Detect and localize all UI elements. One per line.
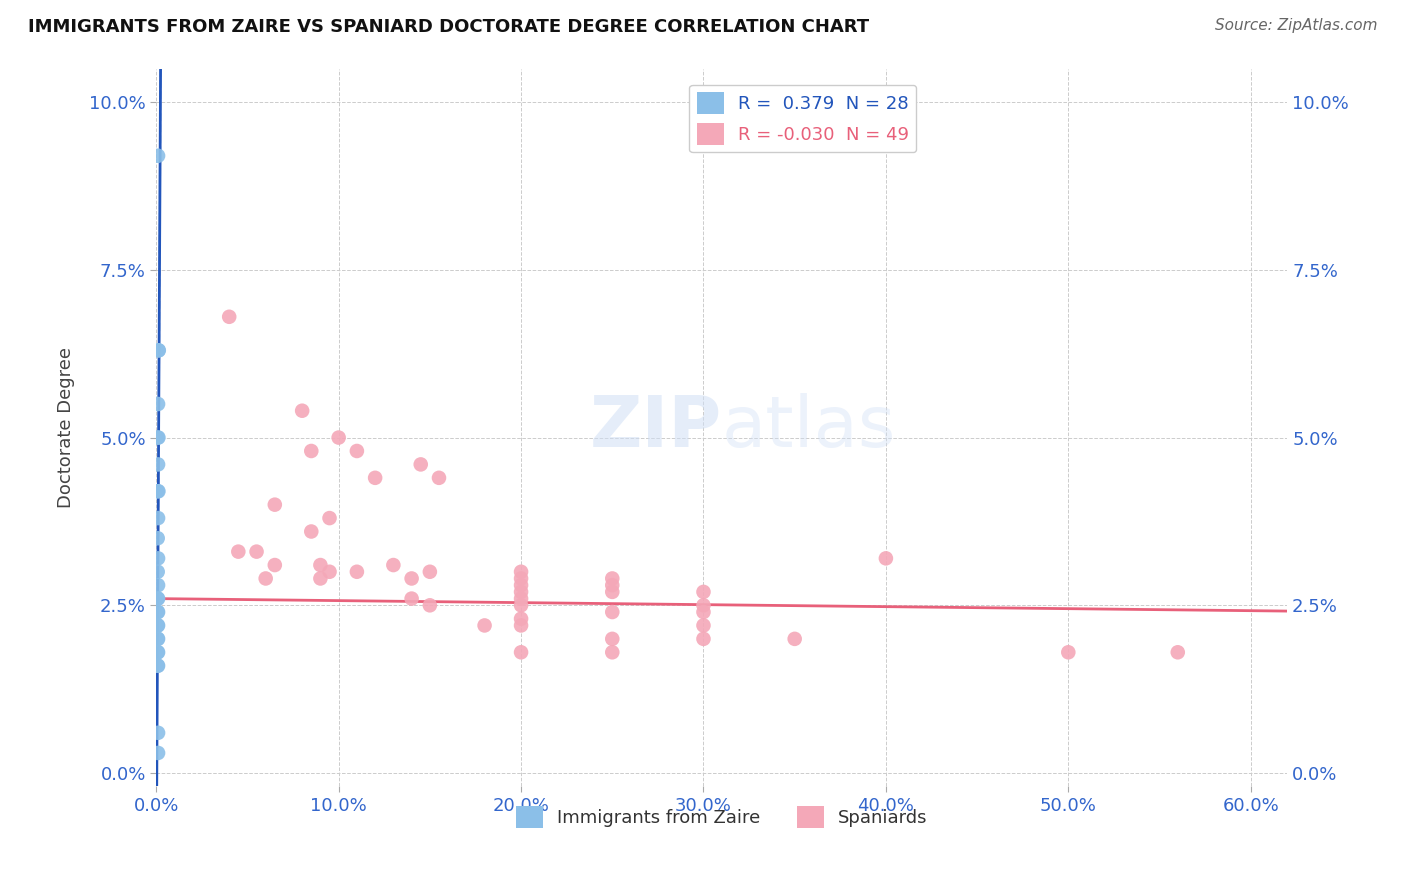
Point xyxy=(600,572,623,586)
Point xyxy=(510,599,533,613)
Point xyxy=(218,310,240,324)
Point xyxy=(146,431,169,445)
Point xyxy=(401,591,423,606)
Point xyxy=(299,444,322,458)
Point xyxy=(510,585,533,599)
Point xyxy=(692,585,714,599)
Point xyxy=(148,343,170,358)
Point xyxy=(263,558,285,572)
Text: Source: ZipAtlas.com: Source: ZipAtlas.com xyxy=(1215,18,1378,33)
Point xyxy=(309,558,332,572)
Point xyxy=(346,444,368,458)
Point xyxy=(245,544,267,558)
Point xyxy=(146,658,169,673)
Point xyxy=(146,658,169,673)
Point xyxy=(146,632,169,646)
Point xyxy=(364,471,387,485)
Point xyxy=(600,632,623,646)
Point xyxy=(228,544,250,558)
Point xyxy=(318,565,340,579)
Y-axis label: Doctorate Degree: Doctorate Degree xyxy=(58,347,75,508)
Point xyxy=(510,578,533,592)
Point xyxy=(148,484,170,499)
Text: IMMIGRANTS FROM ZAIRE VS SPANIARD DOCTORATE DEGREE CORRELATION CHART: IMMIGRANTS FROM ZAIRE VS SPANIARD DOCTOR… xyxy=(28,18,869,36)
Point xyxy=(146,618,169,632)
Point xyxy=(146,565,169,579)
Legend: Immigrants from Zaire, Spaniards: Immigrants from Zaire, Spaniards xyxy=(509,798,935,835)
Point xyxy=(328,431,350,445)
Point xyxy=(510,591,533,606)
Point xyxy=(1057,645,1080,659)
Point xyxy=(146,591,169,606)
Point xyxy=(346,565,368,579)
Point xyxy=(600,578,623,592)
Point xyxy=(510,565,533,579)
Point xyxy=(146,746,169,760)
Point xyxy=(1167,645,1189,659)
Text: atlas: atlas xyxy=(721,393,896,462)
Point xyxy=(401,572,423,586)
Point xyxy=(419,599,441,613)
Point xyxy=(510,612,533,626)
Point xyxy=(146,484,169,499)
Point xyxy=(146,397,169,411)
Point xyxy=(875,551,897,566)
Point xyxy=(146,458,169,472)
Point xyxy=(600,645,623,659)
Point xyxy=(146,605,169,619)
Point xyxy=(510,618,533,632)
Point xyxy=(146,511,169,525)
Point xyxy=(382,558,405,572)
Point xyxy=(474,618,496,632)
Point xyxy=(692,618,714,632)
Point xyxy=(419,565,441,579)
Point xyxy=(510,572,533,586)
Point xyxy=(148,343,170,358)
Point xyxy=(291,403,314,417)
Point xyxy=(146,618,169,632)
Point xyxy=(263,498,285,512)
Point xyxy=(409,458,432,472)
Point xyxy=(146,645,169,659)
Point xyxy=(692,599,714,613)
Point xyxy=(146,551,169,566)
Point xyxy=(146,591,169,606)
Text: ZIP: ZIP xyxy=(589,393,721,462)
Point xyxy=(146,605,169,619)
Point xyxy=(146,149,169,163)
Point xyxy=(146,578,169,592)
Point xyxy=(692,632,714,646)
Point xyxy=(146,632,169,646)
Point xyxy=(299,524,322,539)
Point xyxy=(692,605,714,619)
Point xyxy=(148,431,170,445)
Point xyxy=(600,605,623,619)
Point xyxy=(318,511,340,525)
Point xyxy=(146,531,169,545)
Point xyxy=(146,726,169,740)
Point xyxy=(427,471,450,485)
Point xyxy=(600,585,623,599)
Point xyxy=(510,645,533,659)
Point xyxy=(783,632,806,646)
Point xyxy=(309,572,332,586)
Point xyxy=(254,572,277,586)
Point xyxy=(146,645,169,659)
